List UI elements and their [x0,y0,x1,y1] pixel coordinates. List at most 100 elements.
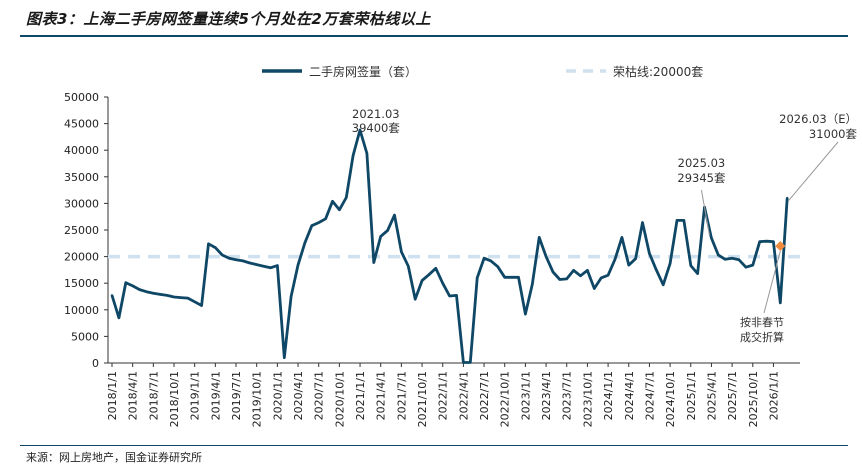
data-point [269,266,272,269]
x-tick-label: 2023/7/1 [561,371,574,420]
data-point [696,272,699,275]
estimate-marker [775,240,786,251]
x-tick-label: 2022/1/1 [437,371,450,420]
y-tick-label: 20000 [64,251,99,264]
data-point [737,258,741,261]
data-point [779,301,782,305]
data-point [586,269,589,272]
data-point [675,219,679,222]
chart-title: 图表3：上海二手房网签量连续5个月处在2万套荣枯线以上 [26,10,431,28]
data-point [537,236,541,239]
data-point [724,258,727,261]
x-tick-label: 2021/10/1 [416,371,429,427]
x-tick-label: 2022/7/1 [478,371,491,420]
peak-label-2021: 39400套 [352,121,401,135]
data-point [200,304,203,307]
data-point [131,284,134,288]
data-point [441,282,444,285]
line-chart: 二手房网签量（套） 荣枯线:20000套 0 5000 10000 15000 2000… [64,64,858,427]
axes: 0 5000 10000 15000 20000 25000 30000 35000 40000… [64,91,800,427]
x-tick-label: 2025/4/1 [705,371,718,420]
x-tick-label: 2023/4/1 [540,371,553,420]
data-point [407,264,410,268]
data-point [455,294,458,297]
x-tick-label: 2024/4/1 [623,371,636,420]
peak-label-2025: 2025.03 [678,156,726,170]
data-point [214,246,217,249]
footer-rule [20,445,848,446]
data-point [765,239,768,243]
data-point [710,236,713,240]
data-point [241,259,245,263]
data-point [289,295,293,298]
data-point [255,263,258,266]
legend: 二手房网签量（套） 荣枯线:20000套 [262,64,703,79]
data-point [172,295,176,299]
data-point [345,196,348,199]
x-tick-label: 2019/4/1 [209,371,222,420]
data-point [599,276,603,280]
data-point [207,242,210,246]
data-point [751,263,754,267]
data-point [620,236,624,239]
data-point [152,292,155,295]
data-point [641,221,644,224]
data-point [572,269,575,272]
data-point [730,256,734,260]
estimate-label-2026: 31000套 [809,127,858,141]
data-point [648,252,651,255]
data-point [627,263,630,267]
x-tick-label: 2020/4/1 [292,371,305,420]
data-point [365,152,369,155]
data-point [276,264,279,267]
x-tick-label: 2021/1/1 [354,371,367,420]
data-point [634,257,637,260]
data-point [544,255,548,258]
data-point [393,213,396,217]
leader-line-2026 [787,141,839,202]
y-tick-label: 0 [92,357,99,370]
x-tick-label: 2021/7/1 [395,371,408,420]
data-point [338,208,341,211]
data-point [372,261,376,264]
data-point [606,274,610,277]
data-point [434,267,438,270]
peak-label-2025: 29345套 [677,171,726,185]
x-tick-label: 2025/7/1 [726,371,739,420]
data-point [234,258,238,261]
y-tick-label: 10000 [64,304,99,317]
estimate-note: 按非春节 [740,315,784,329]
data-point [579,274,582,277]
y-tick-label: 50000 [64,91,99,104]
data-point [510,276,513,279]
y-tick-label: 5000 [71,330,99,343]
data-point [165,294,169,297]
x-tick-label: 2021/4/1 [375,371,388,420]
x-tick-label: 2023/1/1 [519,371,532,420]
x-tick-label: 2022/10/1 [499,371,512,427]
x-tick-label: 2024/7/1 [643,371,656,420]
data-point [159,293,162,296]
source-note: 来源：网上房地产，国金证券研究所 [26,451,202,464]
data-point [462,361,465,364]
x-tick-label: 2019/7/1 [230,371,243,420]
data-point [386,229,389,232]
y-tick-label: 25000 [64,224,99,237]
data-point [524,312,527,316]
y-tick-label: 15000 [64,277,99,290]
y-tick-label: 30000 [64,197,99,210]
x-tick-label: 2018/1/1 [106,371,119,420]
data-point [758,240,761,243]
peak-label-2021: 2021.03 [352,107,400,121]
data-point [117,316,121,319]
data-point [283,356,286,359]
x-tick-label: 2020/7/1 [313,371,326,420]
x-tick-label: 2019/1/1 [189,371,202,420]
data-point [489,259,493,263]
x-tick-label: 2019/10/1 [251,371,264,427]
data-point [682,219,686,222]
legend-label-threshold: 荣枯线:20000套 [613,64,703,79]
legend-label-sales: 二手房网签量（套） [309,64,417,79]
title-rule [20,35,848,37]
data-point [248,261,251,265]
